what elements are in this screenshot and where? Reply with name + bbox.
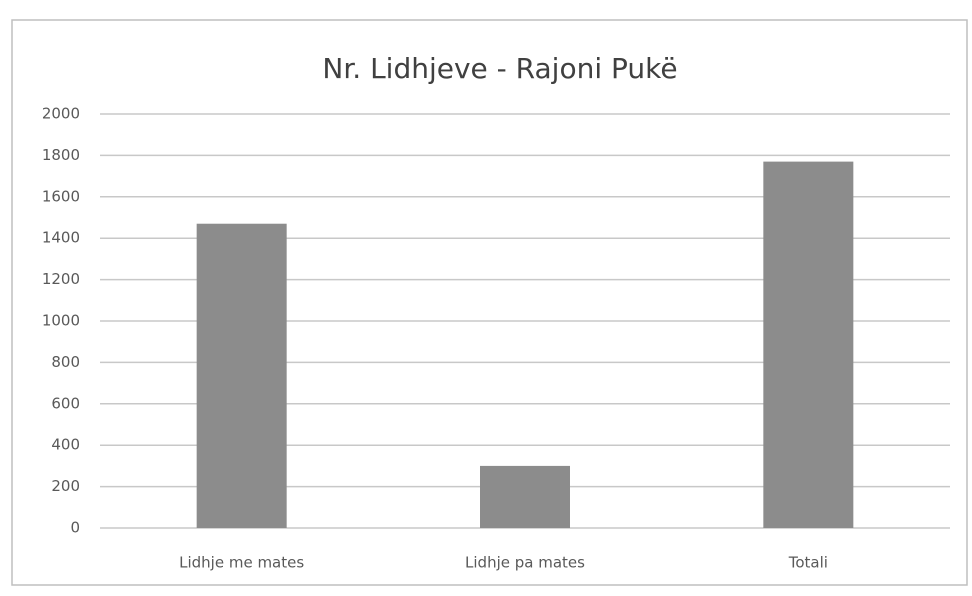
y-tick-label: 1600 <box>42 187 80 205</box>
bar <box>480 465 570 528</box>
y-tick-label: 2000 <box>42 105 80 123</box>
y-tick-label: 400 <box>51 436 80 454</box>
x-tick-label: Totali <box>788 554 828 572</box>
y-tick-label: 1200 <box>42 270 80 288</box>
y-tick-label: 0 <box>70 519 80 537</box>
chart-title: Nr. Lidhjeve - Rajoni Pukë <box>322 52 677 85</box>
bar <box>196 223 287 528</box>
y-tick-label: 200 <box>51 477 80 495</box>
y-tick-label: 1400 <box>42 229 80 247</box>
y-tick-label: 800 <box>51 353 80 371</box>
bar <box>763 161 854 529</box>
y-tick-label: 1000 <box>42 312 80 330</box>
y-tick-label: 1800 <box>42 146 80 164</box>
x-tick-label: Lidhje me mates <box>179 554 304 572</box>
x-tick-label: Lidhje pa mates <box>465 554 585 572</box>
y-tick-label: 600 <box>51 394 80 412</box>
